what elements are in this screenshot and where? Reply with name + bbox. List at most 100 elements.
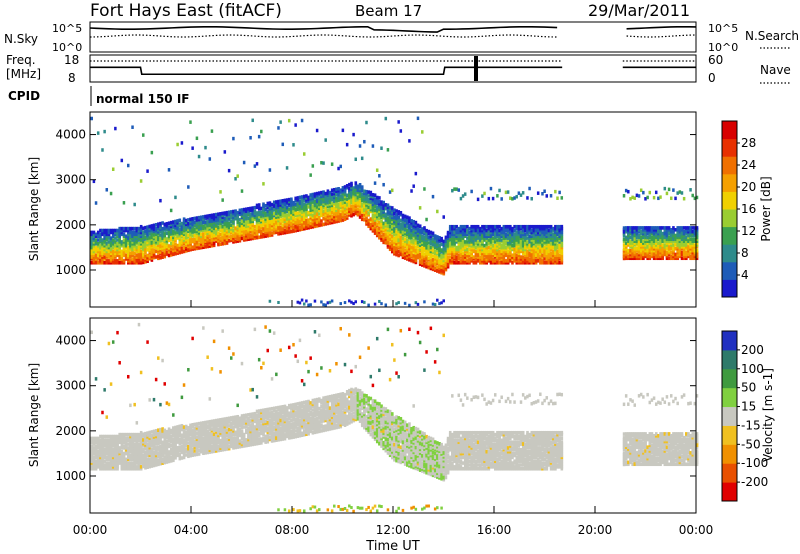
- power-cell: [287, 216, 291, 221]
- power-cell: [560, 247, 564, 252]
- power-cell: [302, 206, 306, 210]
- power-cell: [483, 243, 486, 248]
- power-cell: [174, 223, 177, 228]
- power-cell: [674, 228, 677, 232]
- power-cell: [320, 206, 323, 210]
- power-cell: [296, 228, 300, 232]
- power-cell: [631, 245, 634, 249]
- velocity-cell: [139, 432, 143, 437]
- power-cell: [406, 253, 409, 257]
- power-cell: [182, 238, 186, 242]
- power-cell: [410, 222, 413, 227]
- power-cell: [528, 236, 531, 240]
- power-cell: [283, 215, 287, 220]
- power-cell: [232, 232, 235, 237]
- power-cell: [687, 250, 690, 255]
- power-cell: [318, 193, 321, 197]
- power-cell: [358, 183, 362, 187]
- power-cell: [665, 250, 669, 255]
- power-cell: [206, 225, 210, 230]
- power-cell: [440, 242, 443, 247]
- power-cell: [219, 213, 222, 218]
- power-cell: [543, 251, 546, 256]
- power-cell: [290, 197, 293, 202]
- power-cell: [99, 240, 102, 244]
- power-cell: [560, 259, 564, 263]
- power-cell: [491, 247, 495, 252]
- power-cell: [541, 259, 544, 263]
- power-cell: [277, 207, 280, 211]
- power-cell: [511, 230, 514, 235]
- power-cell: [442, 268, 446, 272]
- power-cell: [403, 244, 407, 249]
- velocity-cell: [109, 459, 113, 463]
- power-cell: [667, 246, 671, 251]
- power-cell: [270, 233, 274, 237]
- power-cell: [309, 303, 312, 307]
- velocity-cell: [142, 440, 145, 444]
- power-cell: [551, 243, 555, 248]
- power-cell: [650, 243, 654, 247]
- power-cell: [511, 260, 514, 265]
- power-cell: [150, 233, 154, 238]
- power-cell: [345, 193, 349, 198]
- velocity-cell: [148, 443, 152, 448]
- power-cell: [530, 232, 534, 237]
- power-cell: [481, 249, 484, 254]
- power-cell: [225, 231, 229, 236]
- power-cell: [406, 240, 409, 244]
- power-cell: [238, 238, 242, 243]
- velocity-cell: [142, 434, 145, 438]
- power-cell: [290, 222, 293, 226]
- power-cell: [388, 243, 392, 248]
- power-cell: [536, 249, 540, 254]
- power-cell: [418, 232, 422, 236]
- power-cell: [517, 247, 521, 252]
- power-cell: [421, 257, 424, 262]
- velocity-cell: [154, 463, 158, 467]
- power-cell: [232, 221, 235, 225]
- power-cell: [309, 206, 313, 211]
- power-cell: [262, 213, 265, 218]
- power-cell: [124, 236, 128, 240]
- power-cell: [652, 248, 656, 253]
- power-cell: [311, 198, 315, 203]
- power-cell: [543, 253, 546, 257]
- power-cell: [669, 231, 673, 236]
- power-cell: [384, 235, 388, 239]
- power-cell: [272, 221, 276, 225]
- power-cell: [184, 249, 188, 253]
- power-cell: [472, 230, 476, 235]
- velocity-cell: [118, 451, 122, 456]
- power-cell: [223, 218, 227, 223]
- power-cell: [504, 234, 508, 239]
- power-cell: [388, 241, 392, 246]
- power-cell: [560, 257, 564, 261]
- power-cell: [367, 190, 370, 194]
- power-cell: [195, 233, 199, 237]
- power-cell: [646, 254, 649, 259]
- velocity-cell: [122, 438, 126, 443]
- power-cell: [646, 229, 649, 234]
- power-cell: [513, 242, 516, 246]
- power-cell: [652, 235, 656, 240]
- power-cell: [356, 193, 360, 198]
- power-cell: [159, 250, 162, 254]
- power-cell: [268, 210, 272, 215]
- velocity-cell: [142, 441, 145, 446]
- power-cell: [659, 229, 662, 234]
- power-cell: [343, 198, 347, 203]
- power-cell: [676, 254, 680, 259]
- power-cell: [524, 224, 527, 229]
- power-cell: [157, 239, 160, 244]
- power-cell: [629, 250, 632, 255]
- power-cell: [672, 226, 675, 230]
- power-cell: [249, 225, 252, 230]
- power-cell: [687, 235, 690, 240]
- power-cell: [337, 166, 340, 171]
- velocity-cell: [90, 459, 94, 463]
- power-cell: [283, 217, 287, 222]
- power-cell: [348, 188, 351, 193]
- power-cell: [551, 245, 555, 250]
- power-cell: [367, 201, 370, 206]
